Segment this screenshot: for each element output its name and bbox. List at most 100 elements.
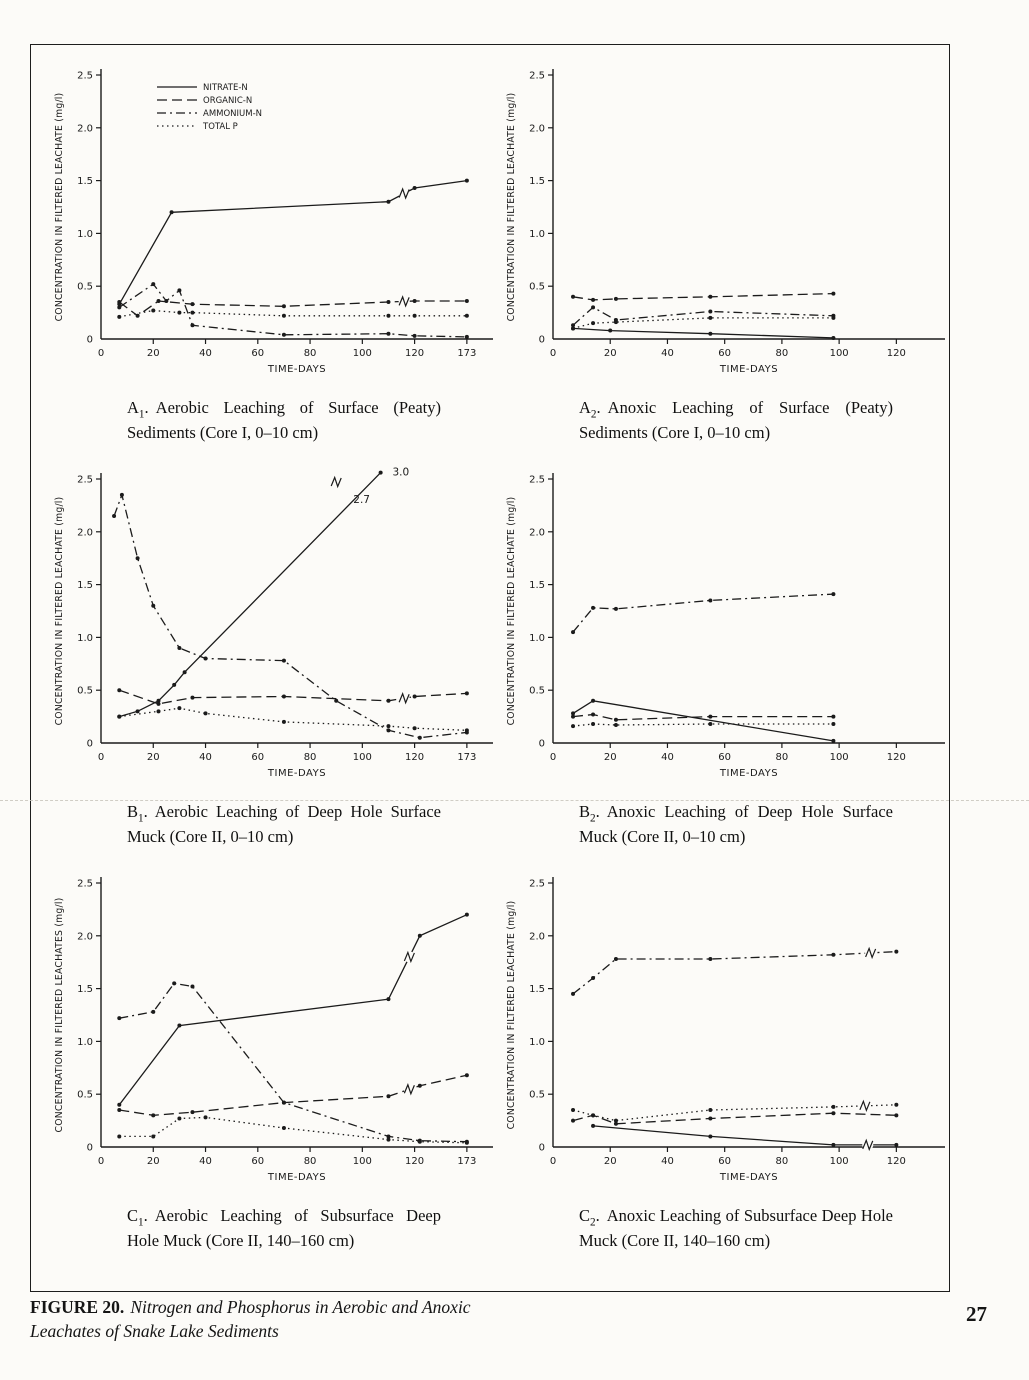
svg-text:0: 0: [550, 1156, 556, 1167]
svg-text:CONCENTRATION IN FILTERED LEAC: CONCENTRATION IN FILTERED LEACHATE (mg/l…: [506, 901, 517, 1130]
svg-text:0.5: 0.5: [529, 686, 545, 697]
caption-a1: A1. Aerobic Leaching of Surface (Peaty) S…: [127, 397, 441, 444]
svg-text:CONCENTRATION IN FILTERED LEAC: CONCENTRATION IN FILTERED LEACHATE (mg/l…: [506, 497, 517, 726]
svg-text:1.0: 1.0: [529, 1037, 545, 1048]
caption-a2: A2. Anoxic Leaching of Surface (Peaty) Se…: [579, 397, 893, 444]
svg-text:CONCENTRATION IN FILTERED LEAC: CONCENTRATION IN FILTERED LEACHATE (mg/l…: [506, 93, 517, 322]
scan-fold-line: [0, 800, 1029, 801]
svg-text:0: 0: [539, 335, 545, 346]
chart-cell-a1: 0 0.5 1.0 1.5 2.0 2.5 0 20 40 60 80 100 120 173 TIME-D…: [49, 61, 503, 444]
svg-text:0.5: 0.5: [77, 1090, 93, 1101]
svg-text:2.5: 2.5: [529, 475, 545, 486]
svg-text:100: 100: [353, 1156, 372, 1167]
caption-c1: C1. Aerobic Leaching of Subsurface Deep H…: [127, 1205, 441, 1252]
chart-b2: 0 0.5 1.0 1.5 2.0 2.5 0 20 40 60 80 100 120 TIME-DAYS…: [506, 473, 945, 779]
svg-text:20: 20: [604, 752, 617, 763]
svg-text:80: 80: [304, 1156, 317, 1167]
svg-text:1.5: 1.5: [529, 580, 545, 591]
svg-text:0: 0: [98, 1156, 104, 1167]
svg-text:TOTAL P: TOTAL P: [202, 122, 238, 132]
svg-text:CONCENTRATION IN FILTERED LEAC: CONCENTRATION IN FILTERED LEACHATES (mg/…: [54, 898, 65, 1133]
svg-text:20: 20: [604, 348, 617, 359]
caption-sep: .: [596, 398, 601, 417]
chart-a1: 0 0.5 1.0 1.5 2.0 2.5 0 20 40 60 80 100 120 173 TIME-D…: [54, 69, 493, 375]
svg-text:100: 100: [353, 348, 372, 359]
svg-text:TIME-DAYS: TIME-DAYS: [267, 768, 326, 779]
svg-text:2.0: 2.0: [529, 123, 545, 134]
svg-text:2.5: 2.5: [77, 475, 93, 486]
svg-text:100: 100: [353, 752, 372, 763]
chart-c2: 0 0.5 1.0 1.5 2.0 2.5 0 20 40 60 80 100 120 TIME-DAYS…: [506, 877, 945, 1183]
svg-text:0.5: 0.5: [77, 282, 93, 293]
svg-text:80: 80: [776, 1156, 789, 1167]
svg-text:120: 120: [887, 752, 906, 763]
svg-text:1.5: 1.5: [529, 984, 545, 995]
svg-text:0: 0: [87, 335, 93, 346]
svg-text:80: 80: [304, 752, 317, 763]
chart-cell-c1: 0 0.5 1.0 1.5 2.0 2.5 0 20 40 60 80 100 120 173 TIME-D…: [49, 869, 503, 1252]
svg-text:120: 120: [887, 348, 906, 359]
svg-text:40: 40: [199, 1156, 212, 1167]
svg-text:120: 120: [405, 752, 424, 763]
caption-sub: 2: [590, 1216, 596, 1229]
svg-text:40: 40: [661, 752, 674, 763]
svg-text:60: 60: [251, 752, 264, 763]
svg-text:173: 173: [457, 1156, 476, 1167]
figure-caption-title: Nitrogen and Phosphorus in Aerobic and A…: [30, 1297, 471, 1341]
svg-text:20: 20: [604, 1156, 617, 1167]
caption-letter: C: [127, 1206, 139, 1225]
caption-body: Anoxic Leaching of Deep Hole Surface Muc…: [579, 802, 893, 847]
svg-text:1.5: 1.5: [77, 580, 93, 591]
svg-text:2.0: 2.0: [77, 931, 93, 942]
figure-caption-label: FIGURE 20.: [30, 1297, 125, 1317]
chart-cell-b2: 0 0.5 1.0 1.5 2.0 2.5 0 20 40 60 80 100 120 TIME-DAYS…: [501, 465, 955, 848]
svg-text:1.0: 1.0: [77, 229, 93, 240]
svg-text:TIME-DAYS: TIME-DAYS: [719, 1172, 778, 1183]
svg-text:173: 173: [457, 348, 476, 359]
svg-text:0: 0: [87, 1143, 93, 1154]
svg-text:CONCENTRATION IN FILTERED LEAC: CONCENTRATION IN FILTERED LEACHATE (mg/l…: [54, 497, 65, 726]
svg-text:60: 60: [718, 752, 731, 763]
caption-sub: 1: [138, 408, 145, 421]
svg-text:40: 40: [199, 348, 212, 359]
caption-sub: 2: [590, 812, 596, 825]
svg-text:1.5: 1.5: [529, 176, 545, 187]
caption-sep: .: [595, 802, 600, 821]
chart-c1: 0 0.5 1.0 1.5 2.0 2.5 0 20 40 60 80 100 120 173 TIME-D…: [54, 877, 493, 1183]
figure-frame: 0 0.5 1.0 1.5 2.0 2.5 0 20 40 60 80 100 120 173 TIME-D…: [30, 44, 950, 1292]
caption-body: Aerobic Leaching of Subsurface Deep Hole…: [127, 1206, 441, 1251]
svg-text:2.5: 2.5: [529, 71, 545, 82]
svg-text:ORGANIC-N: ORGANIC-N: [203, 96, 252, 106]
svg-text:40: 40: [661, 348, 674, 359]
svg-text:2.5: 2.5: [529, 879, 545, 890]
svg-text:40: 40: [199, 752, 212, 763]
svg-text:0: 0: [539, 739, 545, 750]
svg-text:173: 173: [457, 752, 476, 763]
svg-text:0: 0: [98, 752, 104, 763]
caption-sub: 1: [138, 812, 144, 825]
svg-text:TIME-DAYS: TIME-DAYS: [267, 1172, 326, 1183]
page-number: 27: [966, 1302, 987, 1326]
caption-sub: 1: [138, 1216, 144, 1229]
svg-text:1.0: 1.0: [529, 229, 545, 240]
svg-text:TIME-DAYS: TIME-DAYS: [267, 364, 326, 375]
svg-text:80: 80: [304, 348, 317, 359]
svg-text:2.5: 2.5: [77, 71, 93, 82]
svg-text:120: 120: [887, 1156, 906, 1167]
svg-text:1.0: 1.0: [529, 633, 545, 644]
svg-text:20: 20: [147, 348, 160, 359]
svg-text:100: 100: [830, 348, 849, 359]
svg-text:TIME-DAYS: TIME-DAYS: [719, 364, 778, 375]
svg-text:80: 80: [776, 348, 789, 359]
svg-text:0: 0: [550, 752, 556, 763]
svg-text:2.0: 2.0: [529, 931, 545, 942]
svg-text:CONCENTRATION IN FILTERED LEAC: CONCENTRATION IN FILTERED LEACHATE (mg/l…: [54, 93, 65, 322]
chart-cell-a2: 0 0.5 1.0 1.5 2.0 2.5 0 20 40 60 80 100 120 TIME-DAYS…: [501, 61, 955, 444]
svg-text:3.0: 3.0: [392, 467, 409, 479]
caption-body: Aerobic Leaching of Deep Hole Surface Mu…: [127, 802, 441, 847]
svg-text:60: 60: [718, 348, 731, 359]
svg-text:2.0: 2.0: [77, 123, 93, 134]
caption-letter: A: [579, 398, 591, 417]
svg-text:20: 20: [147, 752, 160, 763]
